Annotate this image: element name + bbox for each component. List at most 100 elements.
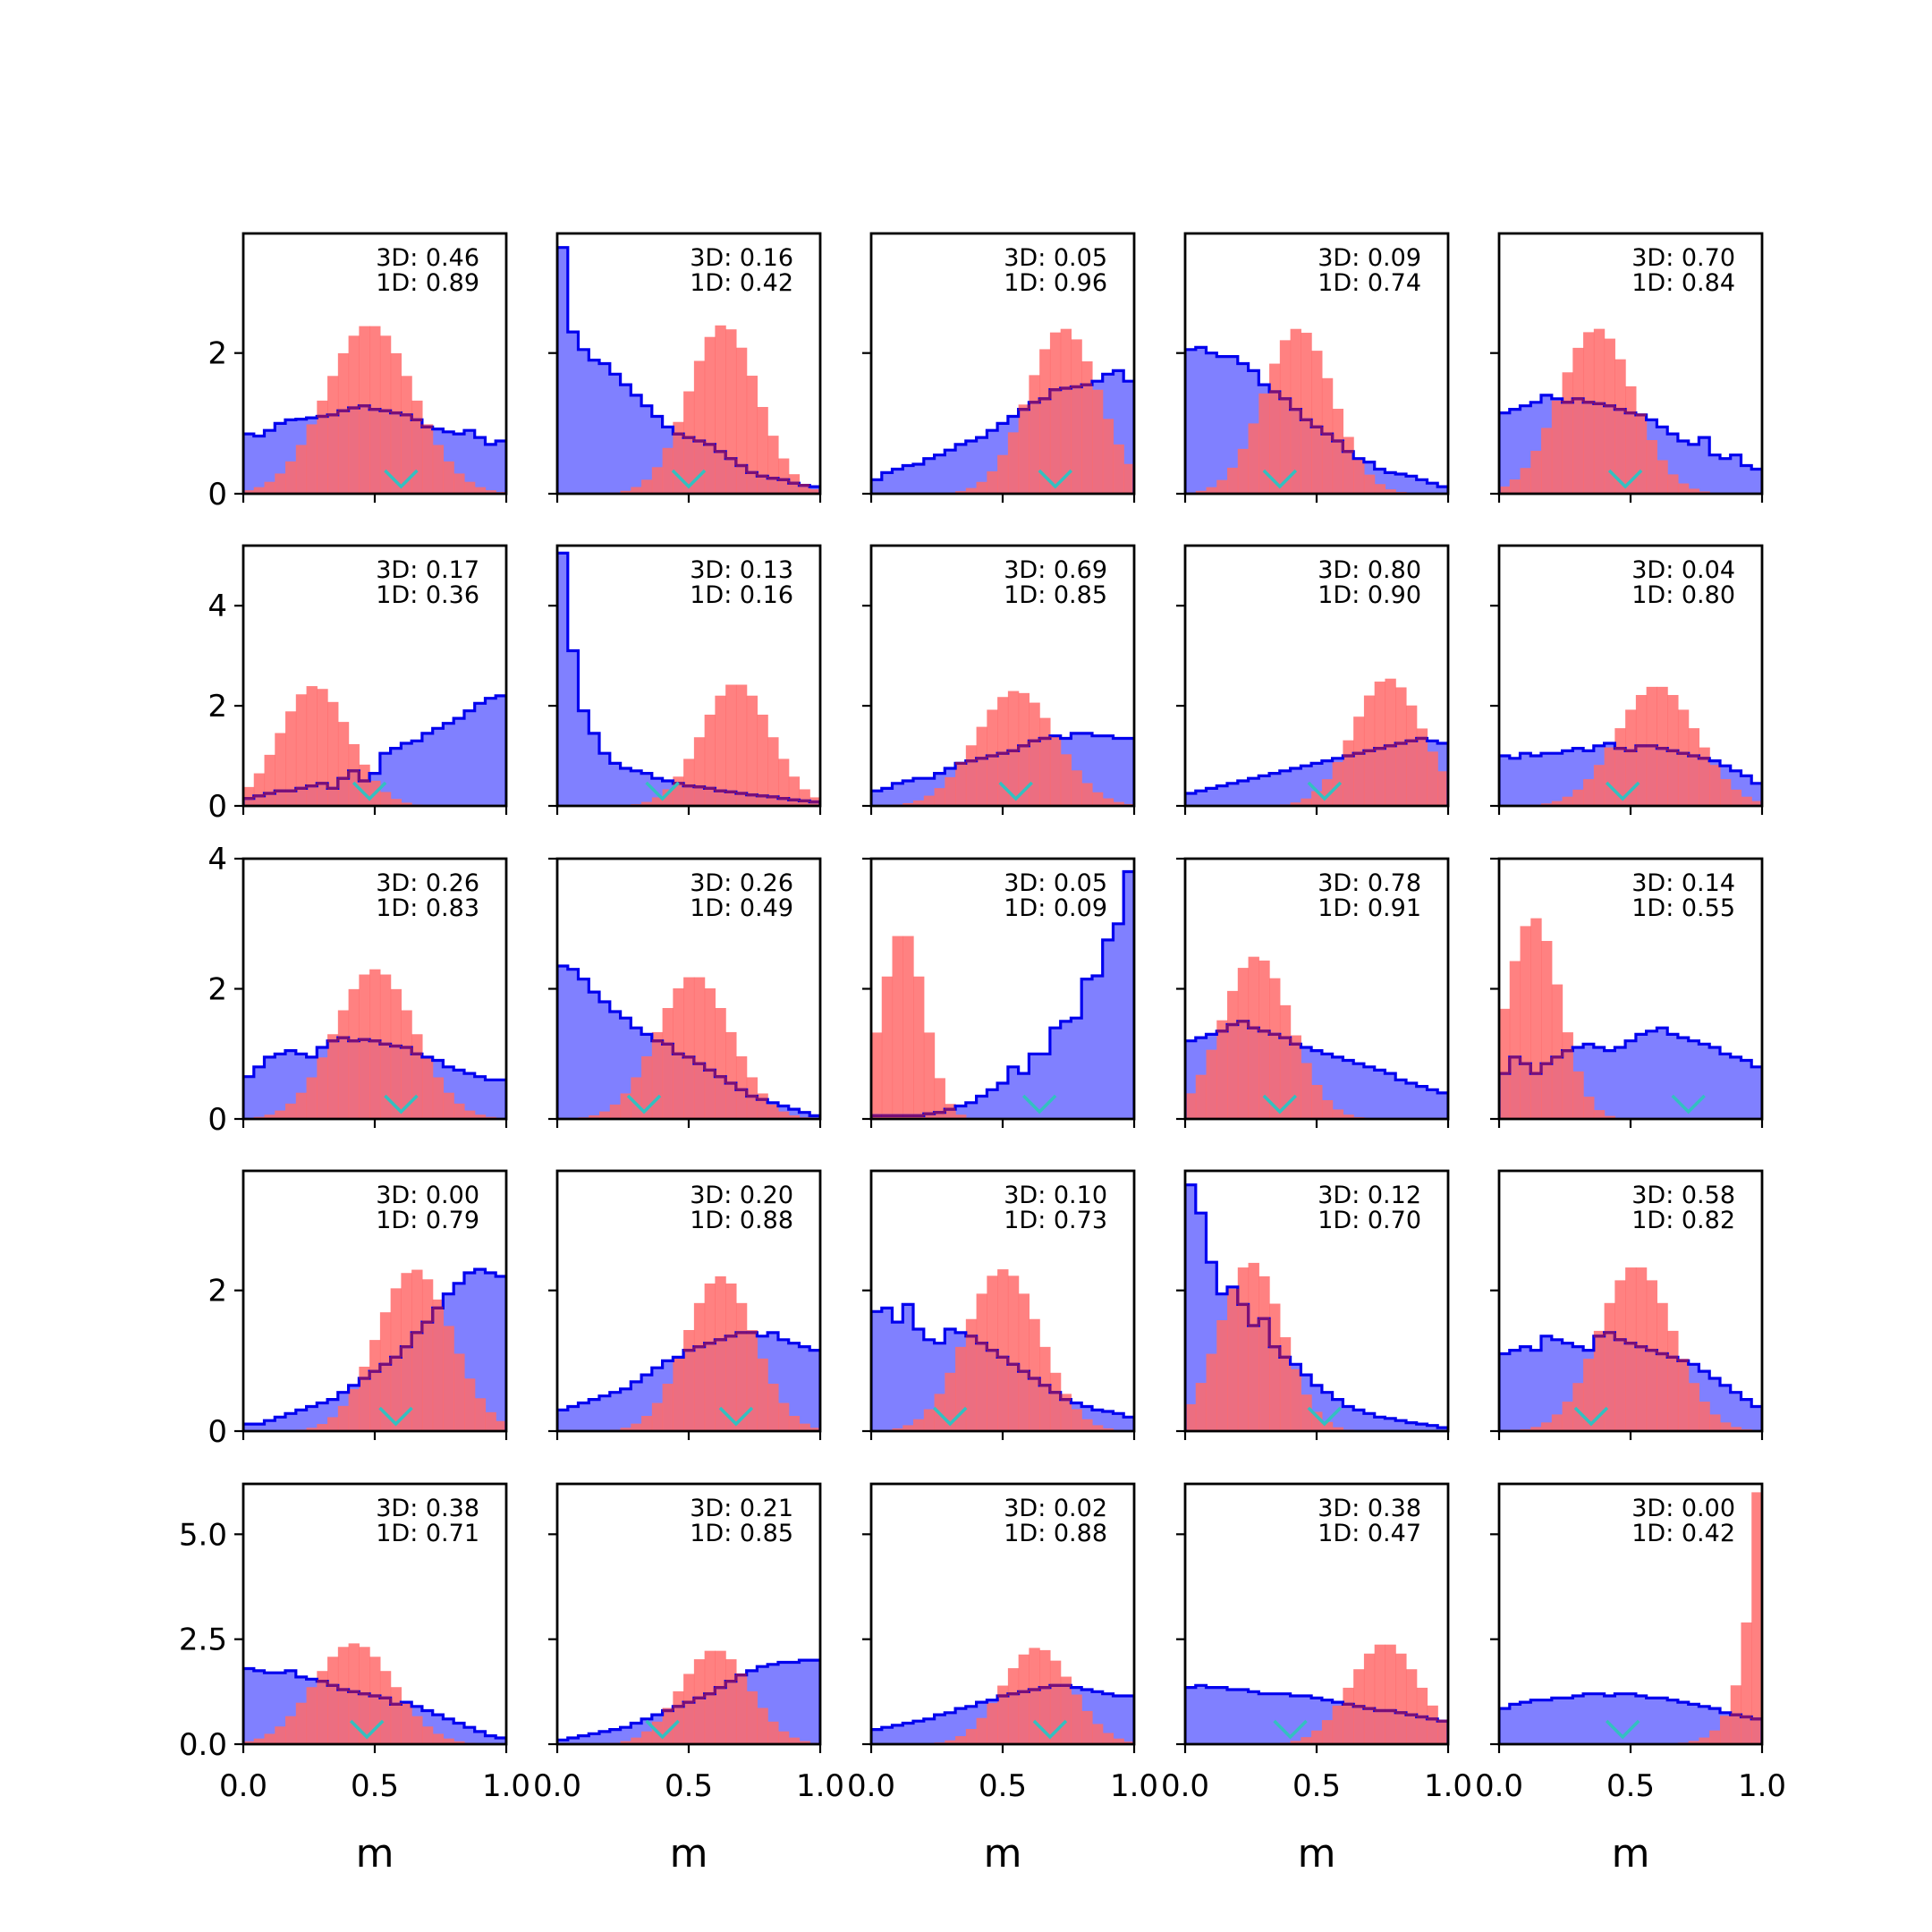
blue-histogram-bar [485,1273,496,1431]
blue-histogram-bar [902,1723,914,1744]
red-histogram-bar [1405,1669,1418,1744]
blue-histogram-bar [934,454,945,494]
red-histogram-bar [1719,1422,1732,1431]
red-histogram-bar [264,754,275,806]
red-histogram-bar [1699,747,1710,806]
red-histogram-bar [1667,474,1679,494]
blue-histogram-bar [599,1731,611,1744]
blue-histogram-bar [1437,487,1448,494]
annotation-3d: 3D: 0.16 [690,244,793,272]
blue-histogram-bar [463,1727,476,1744]
blue-histogram-bar [1290,768,1301,806]
red-histogram-bar [673,1358,684,1431]
blue-histogram-bar [411,741,423,806]
red-histogram-bar [337,1010,350,1119]
red-histogram-bar [1614,359,1626,494]
red-histogram-bar [757,1707,768,1744]
red-histogram-bar [1237,968,1250,1119]
red-histogram-bar [641,801,653,806]
red-histogram-bar [1029,375,1040,494]
annotation-3d: 3D: 0.46 [376,244,479,272]
red-histogram-bar [1185,1403,1197,1431]
red-histogram-bar [1301,1394,1312,1431]
blue-histogram-bar [1269,1693,1281,1744]
annotation-3d: 3D: 0.13 [690,556,793,584]
blue-histogram-bar [474,437,487,494]
red-histogram-bar [1343,436,1354,494]
annotation-3d: 3D: 0.12 [1318,1182,1421,1209]
panel-data [243,686,506,806]
red-histogram-bar [1321,1099,1334,1119]
red-histogram-bar [1018,1654,1030,1744]
annotation-1d: 1D: 0.55 [1631,894,1735,922]
red-histogram-bar [683,977,695,1119]
blue-histogram-bar [1741,1060,1752,1119]
red-histogram-bar [955,1114,967,1119]
x-axis-labels-layer: m m m m m [356,1831,1650,1877]
blue-step-outline [243,1666,506,1744]
red-histogram-bar [1437,771,1448,806]
red-histogram-bar [275,733,286,806]
y-tick-label: 2 [208,689,227,724]
red-histogram-bar [432,1733,445,1744]
red-histogram-bar [651,1402,664,1431]
red-histogram-bar [421,424,434,494]
red-histogram-bar [1562,1032,1573,1119]
red-histogram-bar [1029,1648,1040,1744]
blue-histogram-bar [253,436,266,494]
blue-histogram-bar [1195,347,1208,494]
red-histogram-bar [1751,801,1762,806]
blue-histogram-bar [1604,1050,1615,1119]
red-histogram-bar [1688,728,1700,806]
red-histogram-bar [401,376,412,494]
estimate-marker [1021,1094,1057,1114]
red-histogram-bar [348,743,360,806]
red-histogram-bar [348,335,360,494]
blue-histogram-bar [567,1406,580,1431]
blue-histogram-bar [1499,1353,1511,1431]
blue-histogram-bar [902,781,914,806]
red-histogram-bar [1206,1353,1217,1431]
blue-histogram-bar [1385,472,1396,494]
blue-histogram-bar [1437,1428,1448,1431]
red-histogram-bar [1635,1267,1648,1431]
annotation-1d: 1D: 0.16 [690,581,793,609]
blue-histogram-bar [1279,1693,1292,1744]
red-histogram-bar [620,490,631,494]
red-histogram-bar [1102,1733,1114,1744]
annotation-1d: 1D: 0.88 [690,1207,793,1234]
estimate-marker [384,1094,419,1114]
red-histogram-bar [1551,400,1563,494]
red-histogram-bar [421,1726,434,1744]
red-histogram-bar [1258,393,1270,494]
blue-histogram-bar [1583,1693,1595,1744]
red-histogram-bar [1677,709,1690,806]
panel-data [1499,1267,1762,1431]
red-histogram-bar [1216,479,1228,494]
blue-histogram-bar [902,1304,914,1431]
blue-histogram-bar [871,1729,883,1744]
annotation-3d: 3D: 0.10 [1004,1182,1107,1209]
red-histogram-bar [641,1415,653,1431]
red-histogram-bar [673,776,684,806]
blue-histogram-bar [496,1080,506,1119]
red-histogram-bar [997,697,1009,806]
blue-histogram-bar [1730,454,1742,494]
blue-histogram-bar [945,450,956,494]
red-histogram-bar [715,1650,726,1744]
blue-histogram-bar [567,1737,580,1744]
blue-histogram-bar [1509,758,1521,806]
red-histogram-bar [1343,740,1354,806]
blue-histogram-bar [1677,441,1690,494]
red-histogram-bar [264,1114,275,1119]
annotation-3d: 3D: 0.09 [1318,244,1421,272]
blue-histogram-bar [474,1269,487,1431]
red-histogram-bar [945,776,956,806]
red-histogram-bar [390,799,402,806]
red-histogram-bar [1427,751,1438,806]
